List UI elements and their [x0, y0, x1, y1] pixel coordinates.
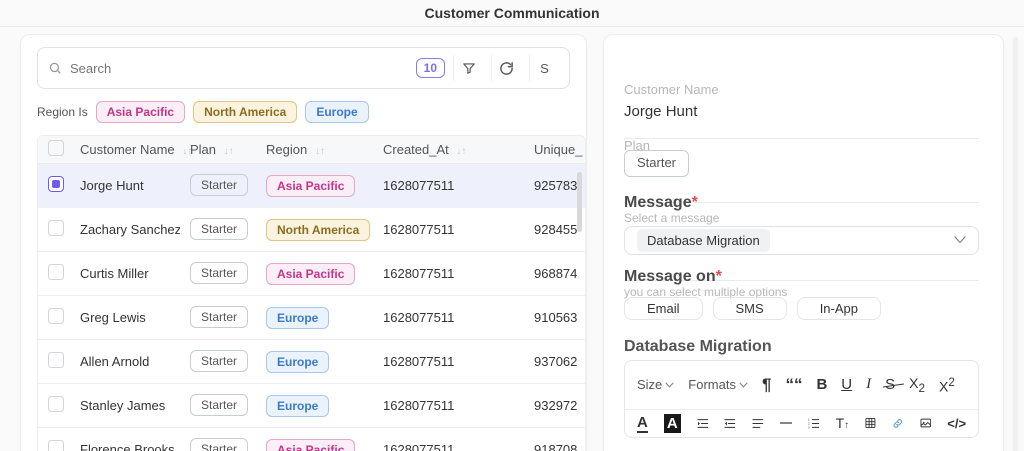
svg-text:3: 3 — [808, 425, 810, 429]
